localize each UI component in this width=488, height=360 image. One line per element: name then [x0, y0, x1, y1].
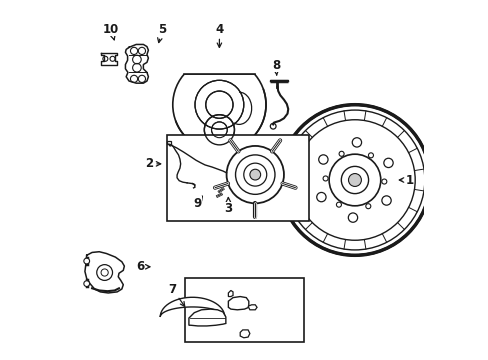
- Bar: [169, 21, 269, 74]
- Text: 10: 10: [103, 23, 119, 40]
- Polygon shape: [160, 297, 224, 317]
- Circle shape: [249, 169, 260, 180]
- Polygon shape: [85, 252, 124, 293]
- Circle shape: [83, 258, 89, 264]
- Text: 6: 6: [136, 260, 150, 273]
- Polygon shape: [188, 309, 225, 326]
- Circle shape: [172, 58, 265, 151]
- Polygon shape: [167, 141, 171, 144]
- Text: 8: 8: [271, 59, 280, 75]
- Text: 7: 7: [168, 283, 184, 306]
- Text: 4: 4: [215, 23, 223, 48]
- Circle shape: [279, 105, 429, 255]
- Polygon shape: [228, 297, 248, 310]
- Text: 1: 1: [399, 174, 413, 186]
- Polygon shape: [101, 53, 117, 64]
- Polygon shape: [125, 44, 148, 83]
- Text: 9: 9: [193, 196, 202, 210]
- Bar: [167, 135, 308, 221]
- Bar: [185, 278, 303, 342]
- Polygon shape: [228, 291, 233, 297]
- Polygon shape: [247, 305, 257, 310]
- Text: 3: 3: [224, 198, 232, 215]
- Circle shape: [83, 281, 89, 287]
- Circle shape: [348, 174, 361, 186]
- Text: 5: 5: [157, 23, 166, 42]
- Polygon shape: [240, 330, 249, 338]
- Text: 2: 2: [145, 157, 161, 170]
